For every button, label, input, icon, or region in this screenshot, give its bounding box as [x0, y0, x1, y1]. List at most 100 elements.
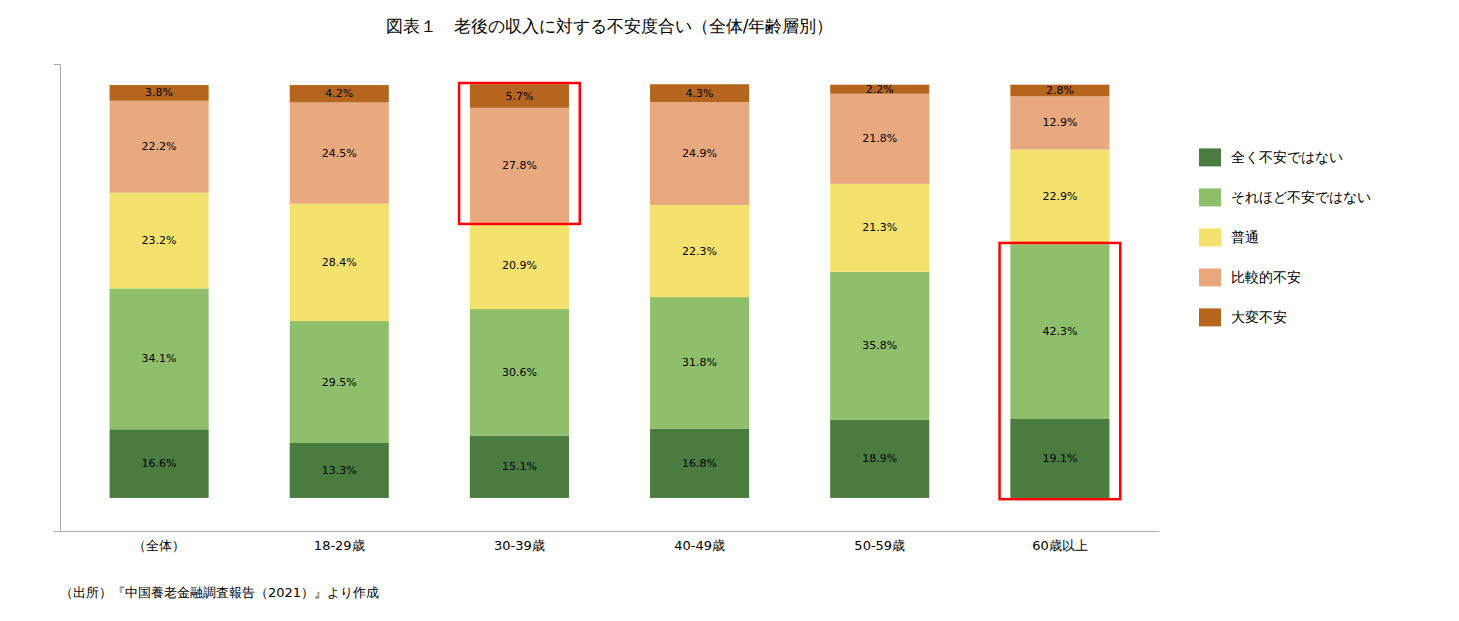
x-tick-label: 60歳以上: [1032, 538, 1088, 553]
bar: [290, 443, 389, 498]
data-label: 4.3%: [686, 87, 714, 100]
bar: [110, 429, 209, 498]
bar: [650, 84, 749, 102]
data-label: 19.1%: [1042, 452, 1077, 465]
legend-swatch: [1199, 188, 1221, 206]
data-label: 22.3%: [682, 245, 717, 258]
x-tick-label: （全体）: [133, 538, 185, 553]
bar: [650, 297, 749, 428]
data-label: 2.8%: [1046, 84, 1074, 97]
y-axis-line: [54, 65, 61, 532]
data-label: 5.7%: [505, 90, 533, 103]
data-label: 35.8%: [862, 339, 897, 352]
data-label: 3.8%: [145, 86, 173, 99]
bar: [830, 420, 929, 498]
x-tick: 40-49歳: [674, 538, 725, 553]
bar: [290, 204, 389, 321]
bar: [650, 102, 749, 205]
bars: [110, 84, 1110, 498]
bar: [470, 436, 569, 498]
bar: [110, 288, 209, 429]
bar: [830, 94, 929, 184]
legend-swatch: [1199, 308, 1221, 326]
y-axis: [54, 65, 61, 532]
data-label: 24.9%: [682, 147, 717, 160]
bar: [470, 223, 569, 309]
x-tick: 30-39歳: [494, 538, 545, 553]
bar: [830, 184, 929, 272]
x-tick: （全体）: [133, 538, 185, 553]
data-label: 29.5%: [322, 376, 357, 389]
data-label: 13.3%: [322, 464, 357, 477]
bar: [470, 309, 569, 435]
bar: [470, 84, 569, 108]
data-label: 27.8%: [502, 159, 537, 172]
data-label: 21.8%: [862, 132, 897, 145]
data-label: 30.6%: [502, 366, 537, 379]
series: [110, 94, 1110, 223]
data-label: 23.2%: [142, 234, 177, 247]
legend-label: 比較的不安: [1231, 269, 1301, 285]
x-axis: （全体） 18-29歳 30-39歳 40-49歳 50-59歳 60歳以上: [61, 532, 1160, 554]
data-label: 15.1%: [502, 460, 537, 473]
highlights: [459, 83, 1120, 499]
legend-item: 全く不安ではない: [1199, 148, 1343, 166]
legend-item: 普通: [1199, 228, 1259, 246]
legend: 全く不安ではないそれほど不安ではない普通比較的不安大変不安: [1199, 148, 1371, 326]
bar: [830, 272, 929, 420]
x-tick-label: 40-49歳: [674, 538, 725, 553]
data-label: 31.8%: [682, 356, 717, 369]
legend-swatch: [1199, 148, 1221, 166]
series: [110, 84, 1110, 108]
bar: [1010, 150, 1109, 245]
bar: [290, 321, 389, 443]
x-tick-label: 30-39歳: [494, 538, 545, 553]
series: [110, 419, 1110, 498]
bar: [1010, 85, 1109, 97]
series: [110, 244, 1110, 443]
data-labels: 16.6% 13.3% 15.1% 16.8% 18.9% 19.1% 34.1% 29.5%…: [142, 83, 1078, 477]
bar: [1010, 419, 1109, 498]
bar: [1010, 96, 1109, 149]
data-label: 22.9%: [1042, 190, 1077, 203]
legend-swatch: [1199, 228, 1221, 246]
bar: [110, 85, 209, 101]
data-label: 42.3%: [1042, 325, 1077, 338]
data-label: 22.2%: [142, 140, 177, 153]
legend-item: 大変不安: [1199, 308, 1287, 326]
data-label: 28.4%: [322, 256, 357, 269]
bar: [650, 205, 749, 297]
plot: 16.6% 13.3% 15.1% 16.8% 18.9% 19.1% 34.1% 29.5%…: [54, 65, 1160, 554]
bar: [1010, 244, 1109, 419]
bar: [290, 85, 389, 102]
legend-label: 普通: [1231, 229, 1259, 245]
bar: [650, 429, 749, 498]
data-label: 20.9%: [502, 259, 537, 272]
data-label: 16.8%: [682, 457, 717, 470]
x-tick: 18-29歳: [314, 538, 365, 553]
chart: 16.6% 13.3% 15.1% 16.8% 18.9% 19.1% 34.1% 29.5%…: [0, 0, 1459, 621]
highlight-box: [459, 83, 580, 224]
highlight-box: [1000, 243, 1121, 499]
x-tick-label: 18-29歳: [314, 538, 365, 553]
legend-label: 大変不安: [1231, 309, 1287, 325]
data-label: 21.3%: [862, 221, 897, 234]
title: 図表１ 老後の収入に対する不安度合い（全体/年齢層別）: [386, 16, 834, 36]
data-label: 16.6%: [142, 457, 177, 470]
legend-item: 比較的不安: [1199, 268, 1301, 286]
data-label: 18.9%: [862, 452, 897, 465]
legend-swatch: [1199, 268, 1221, 286]
source-note: （出所）『中国養老金融調査報告（2021）』より作成: [60, 585, 379, 600]
legend-label: 全く不安ではない: [1231, 149, 1343, 165]
series: [110, 150, 1110, 322]
data-label: 12.9%: [1042, 116, 1077, 129]
x-tick: 50-59歳: [854, 538, 905, 553]
data-label: 4.2%: [325, 87, 353, 100]
x-tick-label: 50-59歳: [854, 538, 905, 553]
legend-label: それほど不安ではない: [1231, 189, 1371, 205]
data-label: 34.1%: [142, 352, 177, 365]
bar: [470, 108, 569, 223]
bar: [290, 102, 389, 203]
legend-item: それほど不安ではない: [1199, 188, 1371, 206]
data-label: 24.5%: [322, 147, 357, 160]
